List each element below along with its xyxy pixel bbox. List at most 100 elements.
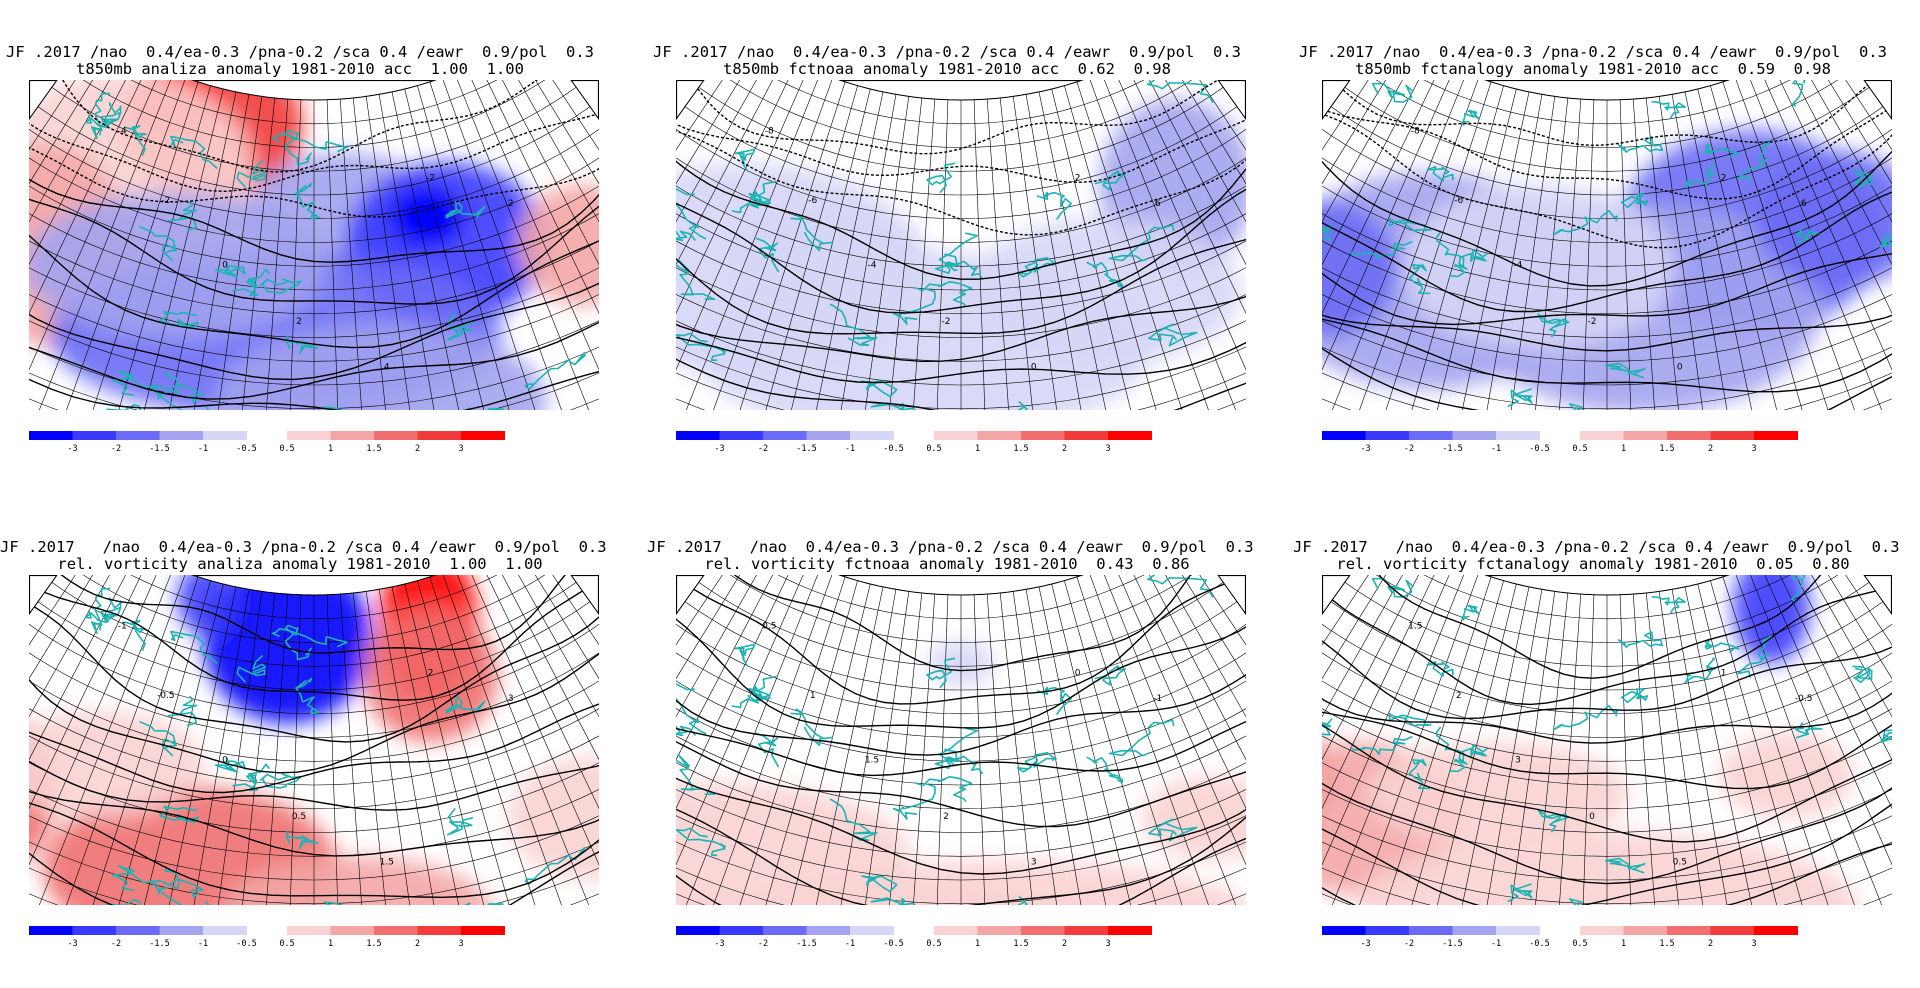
colorbar-swatch xyxy=(330,431,375,440)
colorbar-swatch xyxy=(1064,431,1109,440)
colorbar-label: 1.5 xyxy=(366,444,381,454)
coastlines xyxy=(1322,575,1892,905)
colorbar-label: 0.5 xyxy=(279,939,294,949)
contour-label: 0.5 xyxy=(292,812,306,822)
colorbar-label: -2 xyxy=(1404,939,1414,949)
colorbar-swatch xyxy=(116,431,160,440)
contour-label: 1.5 xyxy=(865,756,879,766)
contour-label: 2 xyxy=(1721,174,1727,184)
colorbar-label: -1.5 xyxy=(1442,444,1462,454)
colorbar-label: -0.5 xyxy=(1529,939,1549,949)
contour-label: -2 xyxy=(161,196,170,206)
contour-label: -8 xyxy=(1411,127,1420,137)
panel-title: JF .2017 /nao 0.4/ea-0.3 /pna-0.2 /sca 0… xyxy=(653,43,1241,61)
colorbar-label: 1.5 xyxy=(366,939,381,949)
colorbar-swatch xyxy=(1710,926,1755,935)
colorbar-swatch xyxy=(763,431,807,440)
lat-lon-grid xyxy=(676,80,1246,410)
colorbar-swatch xyxy=(1108,431,1152,440)
colorbar-swatch xyxy=(1754,926,1798,935)
colorbar-swatch xyxy=(29,431,73,440)
colorbar: -3 -2 -1.5 -1 -0.5 0.5 1 1.5 2 3 xyxy=(1322,431,1798,454)
contour-label: 2 xyxy=(1075,174,1081,184)
contour-label: -4 xyxy=(1514,261,1523,271)
colorbar-swatch xyxy=(330,926,375,935)
colorbar-label: -0.5 xyxy=(883,939,903,949)
colorbar-label: -1.5 xyxy=(796,939,816,949)
anomaly-shade xyxy=(1402,183,1676,350)
colorbar-label: 2 xyxy=(1062,939,1067,949)
contour-lines xyxy=(29,80,599,410)
colorbar-label: 1.5 xyxy=(1659,444,1674,454)
colorbar-label: 1 xyxy=(1621,939,1626,949)
colorbar-swatch xyxy=(417,926,462,935)
colorbar-swatch xyxy=(1452,431,1497,440)
colorbar-swatch xyxy=(676,926,720,935)
colorbar-swatch xyxy=(287,926,331,935)
colorbar-label: -3 xyxy=(714,444,724,454)
colorbar-label: 2 xyxy=(1062,444,1067,454)
contour-label: 0 xyxy=(1589,812,1595,822)
colorbar-label: -2 xyxy=(758,444,768,454)
colorbar-swatch xyxy=(1580,926,1624,935)
colorbar-swatch xyxy=(374,926,418,935)
anomaly-shade xyxy=(724,198,927,310)
anomaly-map: -8 -6 -4 -2 0 2 6 xyxy=(676,80,1246,410)
colorbar-label: 2 xyxy=(1708,939,1713,949)
coastlines xyxy=(676,80,1214,410)
colorbar-swatch xyxy=(719,431,764,440)
anomaly-shade xyxy=(1140,775,1246,860)
colorbar-swatch xyxy=(29,926,73,935)
colorbar-swatch xyxy=(116,926,160,935)
panel-t850-analiza: JF .2017 /nao 0.4/ea-0.3 /pna-0.2 /sca 0… xyxy=(0,0,600,454)
panel-vorticity-fctanalogy: JF .2017 /nao 0.4/ea-0.3 /pna-0.2 /sca 0… xyxy=(1293,495,1900,950)
contour-label: 2 xyxy=(943,812,949,822)
panel-subtitle: t850mb fctanalogy anomaly 1981-2010 acc … xyxy=(1355,60,1831,78)
anomaly-shade xyxy=(518,183,599,306)
panel-vorticity-analiza: JF .2017 /nao 0.4/ea-0.3 /pna-0.2 /sca 0… xyxy=(0,495,607,950)
colorbar-label: -0.5 xyxy=(236,939,256,949)
colorbar: -3 -2 -1.5 -1 -0.5 0.5 1 1.5 2 3 xyxy=(1322,926,1798,949)
colorbar-swatch xyxy=(934,926,978,935)
colorbar-swatch xyxy=(850,431,894,440)
colorbar-swatch xyxy=(1496,926,1540,935)
anomaly-map: -8 -6 -4 -2 0 2 6 xyxy=(1322,80,1892,410)
coastlines xyxy=(1322,80,1892,410)
colorbar-label: -3 xyxy=(714,939,724,949)
anomaly-shade xyxy=(390,187,464,247)
colorbar-label: -1 xyxy=(845,444,855,454)
colorbar-swatch xyxy=(1623,926,1668,935)
colorbar-label: -3 xyxy=(1360,444,1370,454)
colorbar-label: 2 xyxy=(415,939,420,949)
contour-label: 6 xyxy=(1155,199,1161,209)
contour-lines xyxy=(676,80,1246,410)
colorbar-swatch xyxy=(806,431,851,440)
colorbar-label: 1.5 xyxy=(1013,939,1028,949)
colorbar-label: -1.5 xyxy=(796,444,816,454)
panel-title: JF .2017 /nao 0.4/ea-0.3 /pna-0.2 /sca 0… xyxy=(0,538,607,556)
contour-label: 3 xyxy=(508,694,514,704)
contour-label: 2 xyxy=(296,317,302,327)
coastlines xyxy=(85,587,587,905)
contour-label: -1 xyxy=(118,622,127,632)
colorbar-label: 1 xyxy=(1621,444,1626,454)
colorbar-swatch xyxy=(1322,926,1366,935)
colorbar-label: 1 xyxy=(975,939,980,949)
contour-label: -2 xyxy=(1588,317,1597,327)
contour-label: -6 xyxy=(1454,196,1463,206)
contour-lines xyxy=(1322,575,1892,905)
colorbar-label: 0.5 xyxy=(1572,939,1587,949)
colorbar-swatch xyxy=(676,431,720,440)
contour-label: 2 xyxy=(508,199,514,209)
contour-lines xyxy=(676,575,1246,905)
colorbar-label: 2 xyxy=(415,444,420,454)
colorbar-label: 0.5 xyxy=(279,444,294,454)
colorbar-swatch xyxy=(934,431,978,440)
contour-label: 0.5 xyxy=(762,622,776,632)
contour-lines xyxy=(29,575,599,905)
colorbar-label: 3 xyxy=(1105,939,1110,949)
panel-t850-fctanalogy: JF .2017 /nao 0.4/ea-0.3 /pna-0.2 /sca 0… xyxy=(1293,0,1893,454)
panel-title: JF .2017 /nao 0.4/ea-0.3 /pna-0.2 /sca 0… xyxy=(6,43,594,61)
colorbar: -3 -2 -1.5 -1 -0.5 0.5 1 1.5 2 3 xyxy=(29,431,505,454)
colorbar-swatch xyxy=(1754,431,1798,440)
